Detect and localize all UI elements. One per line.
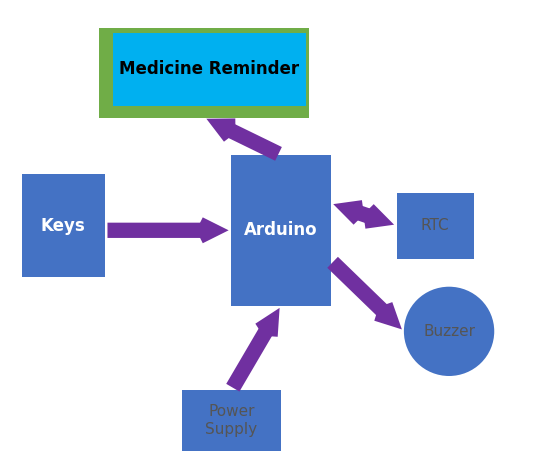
Text: RTC: RTC: [421, 218, 450, 233]
Text: Medicine Reminder: Medicine Reminder: [120, 60, 299, 78]
Text: Power
Supply: Power Supply: [206, 405, 257, 437]
Ellipse shape: [404, 287, 494, 376]
Bar: [397, 193, 474, 258]
Text: Arduino: Arduino: [244, 221, 318, 239]
Bar: [99, 28, 309, 118]
Bar: [22, 174, 105, 277]
Text: Buzzer: Buzzer: [423, 324, 475, 339]
Bar: [113, 33, 306, 106]
Bar: [182, 390, 281, 451]
Bar: [231, 155, 331, 306]
Text: Keys: Keys: [41, 217, 86, 235]
